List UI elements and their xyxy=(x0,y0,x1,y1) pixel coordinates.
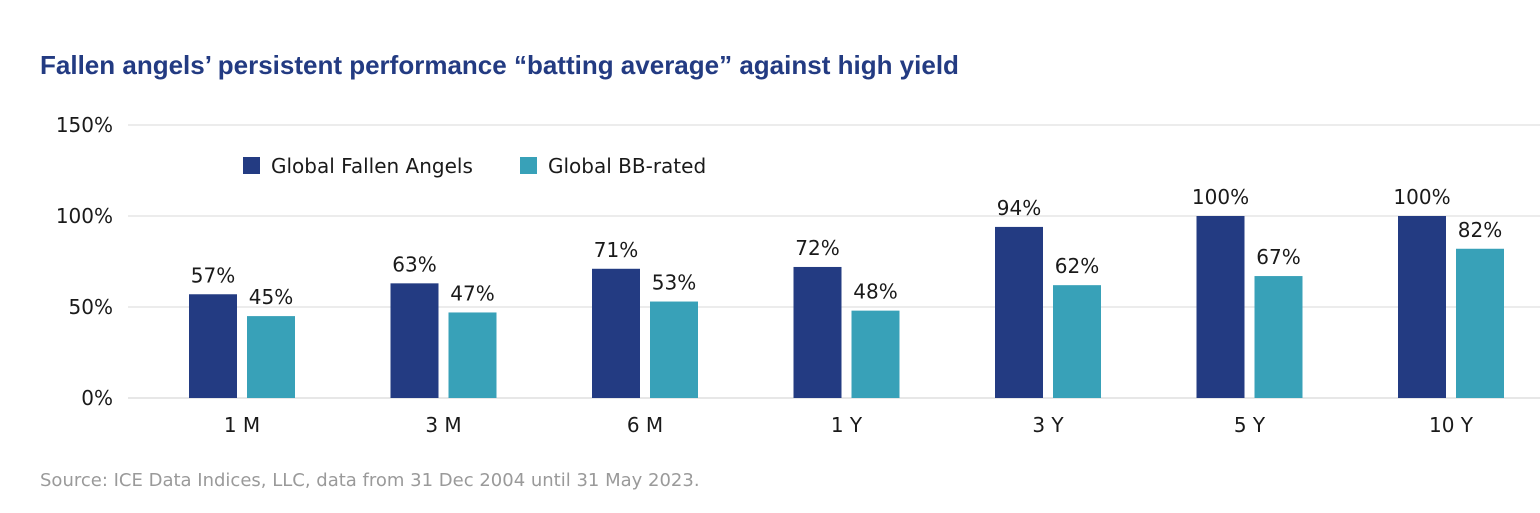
category-label: 1 Y xyxy=(831,413,863,437)
bars xyxy=(189,216,1504,398)
bar-fallen-angels xyxy=(1196,216,1245,398)
bar-bb-rated xyxy=(247,316,295,398)
data-label: 62% xyxy=(1055,254,1099,278)
legend: Global Fallen Angels Global BB-rated xyxy=(243,154,706,178)
bar-bb-rated xyxy=(1254,276,1303,398)
data-label: 47% xyxy=(450,281,494,305)
data-label: 94% xyxy=(997,196,1041,220)
bar-bb-rated xyxy=(1053,285,1101,398)
source-note: Source: ICE Data Indices, LLC, data from… xyxy=(40,470,700,491)
bar-bb-rated xyxy=(448,312,497,398)
bar-fallen-angels xyxy=(995,226,1043,398)
legend-label-bb-rated: Global BB-rated xyxy=(548,154,706,178)
bar-fallen-angels xyxy=(189,294,237,398)
data-label: 57% xyxy=(191,263,235,287)
data-label: 67% xyxy=(1256,245,1300,269)
data-label: 82% xyxy=(1458,218,1502,242)
bar-fallen-angels xyxy=(793,266,842,398)
data-label: 63% xyxy=(392,252,436,276)
data-label: 71% xyxy=(594,238,638,262)
bar-bb-rated xyxy=(650,301,698,398)
y-axis-ticks: 0% 50% 100% 150% xyxy=(56,113,113,410)
bar-bb-rated xyxy=(851,310,900,398)
category-label: 10 Y xyxy=(1429,413,1474,437)
data-label: 45% xyxy=(249,285,293,309)
category-label: 6 M xyxy=(627,413,663,437)
bar-fallen-angels xyxy=(390,283,439,398)
chart-title: Fallen angels’ persistent performance “b… xyxy=(40,50,959,80)
category-label: 3 M xyxy=(425,413,461,437)
bar-chart: 0% 50% 100% 150% 57% 45% 63% 47% 71% 53% 72% 48% 94… xyxy=(56,113,1540,437)
bar-fallen-angels xyxy=(592,268,640,398)
bar-bb-rated xyxy=(1456,248,1504,398)
category-label: 5 Y xyxy=(1234,413,1266,437)
data-labels: 57% 45% 63% 47% 71% 53% 72% 48% 94% 62% 100% 67% 100… xyxy=(191,185,1502,309)
data-label: 100% xyxy=(1192,185,1249,209)
data-label: 53% xyxy=(652,271,696,295)
data-label: 72% xyxy=(795,236,839,260)
category-label: 3 Y xyxy=(1032,413,1064,437)
y-tick-label: 100% xyxy=(56,204,113,228)
y-tick-label: 50% xyxy=(69,295,113,319)
bar-fallen-angels xyxy=(1398,216,1446,398)
category-label: 1 M xyxy=(224,413,260,437)
x-axis-categories: 1 M 3 M 6 M 1 Y 3 Y 5 Y 10 Y xyxy=(224,413,1474,437)
legend-swatch-bb-rated xyxy=(520,157,537,174)
y-tick-label: 0% xyxy=(81,386,113,410)
data-label: 48% xyxy=(853,280,897,304)
legend-swatch-fallen-angels xyxy=(243,157,260,174)
y-tick-label: 150% xyxy=(56,113,113,137)
legend-label-fallen-angels: Global Fallen Angels xyxy=(271,154,473,178)
data-label: 100% xyxy=(1393,185,1450,209)
